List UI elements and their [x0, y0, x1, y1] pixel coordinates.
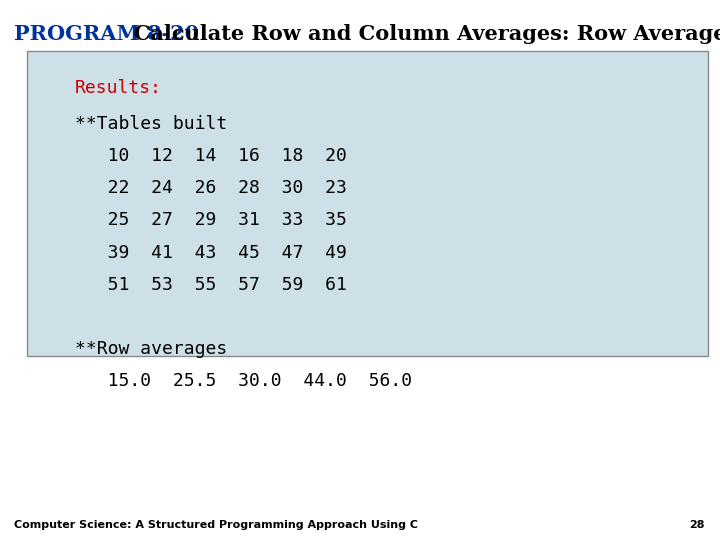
Text: 39  41  43  45  47  49: 39 41 43 45 47 49	[75, 244, 347, 261]
Text: 51  53  55  57  59  61: 51 53 55 57 59 61	[75, 275, 347, 294]
Text: 22  24  26  28  30  23: 22 24 26 28 30 23	[75, 179, 347, 198]
Text: **Row averages: **Row averages	[75, 340, 228, 357]
Text: PROGRAM 8-20: PROGRAM 8-20	[14, 24, 199, 44]
Text: 25  27  29  31  33  35: 25 27 29 31 33 35	[75, 212, 347, 230]
Text: Computer Science: A Structured Programming Approach Using C: Computer Science: A Structured Programmi…	[14, 520, 418, 530]
Text: Calculate Row and Column Averages: Row Averages: Calculate Row and Column Averages: Row A…	[112, 24, 720, 44]
Text: Results:: Results:	[75, 79, 162, 97]
Text: 15.0  25.5  30.0  44.0  56.0: 15.0 25.5 30.0 44.0 56.0	[75, 372, 412, 390]
Text: 10  12  14  16  18  20: 10 12 14 16 18 20	[75, 147, 347, 165]
Text: 28: 28	[688, 520, 704, 530]
FancyBboxPatch shape	[27, 51, 708, 356]
Text: **Tables built: **Tables built	[75, 116, 228, 133]
